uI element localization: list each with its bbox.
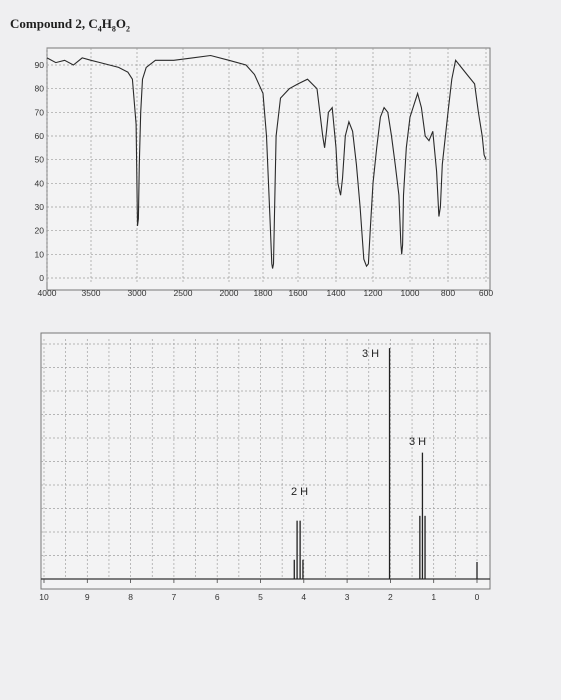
ir-spectrum-chart: 0 10 20 30 40 50 60 70 80 90 4000 3500 3000 2500 2000… — [35, 47, 494, 298]
nmr-plot-frame — [40, 332, 491, 590]
ir-x-tick: 1400 — [327, 288, 346, 298]
ir-x-tick: 1800 — [254, 288, 273, 298]
nmr-x-tick: 7 — [172, 592, 177, 602]
ir-grid — [46, 48, 490, 282]
formula-h-letter: H — [101, 16, 112, 31]
nmr-x-tick: 5 — [258, 592, 263, 602]
nmr-x-tick: 1 — [431, 592, 436, 602]
ir-y-tick: 30 — [35, 202, 45, 212]
ir-y-tick: 70 — [35, 107, 45, 117]
ir-x-tick: 800 — [441, 288, 455, 298]
nmr-x-tick: 3 — [345, 592, 350, 602]
ir-y-tick: 50 — [35, 155, 45, 165]
formula-h-subscript: 8 — [111, 24, 116, 34]
nmr-x-tick: 6 — [215, 592, 220, 602]
nmr-grid — [41, 339, 490, 583]
integration-label-triplet: 3 H — [409, 436, 426, 448]
ir-x-tick: 1600 — [289, 288, 308, 298]
ir-y-tick: 20 — [35, 226, 45, 236]
ir-x-tick: 3500 — [82, 288, 101, 298]
nmr-x-tick: 9 — [85, 592, 90, 602]
ir-trace — [46, 54, 487, 269]
ir-x-tick: 600 — [479, 288, 493, 298]
ir-x-tick: 2000 — [220, 288, 239, 298]
ir-y-tick-labels: 0 10 20 30 40 50 60 70 80 90 — [35, 60, 45, 283]
ir-y-tick: 90 — [35, 60, 45, 70]
nmr-x-tick: 10 — [39, 592, 49, 602]
compound-title-text: Compound 2, C — [10, 16, 98, 31]
integration-label-singlet: 3 H — [362, 348, 379, 360]
integration-label-quartet: 2 H — [291, 486, 308, 498]
ir-x-tick: 4000 — [38, 288, 57, 298]
formula-o-letter: O — [115, 16, 127, 31]
nmr-peaks — [293, 348, 478, 579]
ir-x-tick: 1000 — [401, 288, 420, 298]
nmr-x-tick: 8 — [128, 592, 133, 602]
ir-y-tick: 0 — [39, 273, 44, 283]
ir-y-tick: 80 — [35, 84, 45, 94]
compound-title: Compound 2, C4H8O2 — [10, 16, 130, 34]
ir-x-tick: 1200 — [364, 288, 383, 298]
ir-x-tick-labels: 4000 3500 3000 2500 2000 1800 1600 1400 1200 1000… — [38, 288, 494, 298]
nmr-x-tick-labels: 10 9 8 7 6 5 4 3 2 1 0 — [39, 592, 479, 602]
formula-o-subscript: 2 — [126, 24, 131, 34]
ir-x-tick: 3000 — [128, 288, 147, 298]
ir-x-tick: 2500 — [174, 288, 193, 298]
nmr-x-tick: 0 — [475, 592, 480, 602]
ir-y-tick: 10 — [35, 249, 45, 259]
formula-c-subscript: 4 — [97, 24, 102, 34]
ir-y-tick: 40 — [35, 178, 45, 188]
ir-y-tick: 60 — [35, 131, 45, 141]
nmr-x-tick: 4 — [301, 592, 306, 602]
nmr-x-tick: 2 — [388, 592, 393, 602]
